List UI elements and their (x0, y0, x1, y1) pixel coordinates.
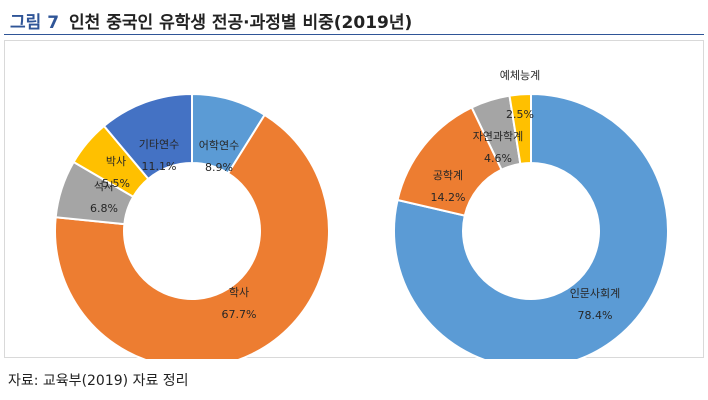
slice-value-label: 14.2% (431, 191, 466, 204)
figure-header: 그림 7 인천 중국인 유학생 전공·과정별 비중(2019년) (4, 6, 704, 35)
chart-area: 어학연수 8.9% 학사 67.7% 석사 6.8% 박사 5.5% 기타연수 11.1% 인문사회… (4, 40, 704, 359)
slice-label: 기타연수 (139, 138, 179, 151)
donut-chart-2: 인문사회계 78.4% 공학계 14.2% 자연과학계 4.6% 예체능계 2.5% (393, 69, 669, 359)
slice-value-label: 67.7% (222, 308, 257, 321)
donut-chart-1: 어학연수 8.9% 학사 67.7% 석사 6.8% 박사 5.5% 기타연수 11.1% (54, 92, 330, 359)
source-note: 자료: 교육부(2019) 자료 정리 (8, 373, 189, 389)
slice-label: 예체능계 (500, 69, 540, 82)
figure-title: 인천 중국인 유학생 전공·과정별 비중(2019년) (69, 12, 413, 33)
donut-slice (508, 92, 532, 165)
donut-slice (102, 92, 193, 181)
slice-label: 학사 (229, 286, 249, 299)
figure-number: 그림 7 (10, 12, 60, 33)
slice-label: 자연과학계 (473, 130, 524, 143)
slice-value-label: 78.4% (578, 309, 613, 322)
slice-label: 어학연수 (199, 139, 239, 152)
slice-value-label: 5.5% (102, 177, 130, 190)
slice-value-label: 11.1% (142, 160, 177, 173)
slice-label: 인문사회계 (570, 287, 621, 300)
slice-label: 공학계 (433, 169, 463, 182)
slice-value-label: 2.5% (506, 108, 534, 121)
slice-value-label: 4.6% (484, 152, 512, 165)
donut-charts: 어학연수 8.9% 학사 67.7% 석사 6.8% 박사 5.5% 기타연수 11.1% 인문사회… (54, 69, 669, 359)
slice-label: 석사 (94, 180, 114, 193)
donut-slice (54, 113, 330, 359)
donut-slice (393, 92, 669, 359)
slice-value-label: 6.8% (90, 202, 118, 215)
slice-label: 박사 (106, 155, 126, 168)
slice-value-label: 8.9% (205, 161, 233, 174)
